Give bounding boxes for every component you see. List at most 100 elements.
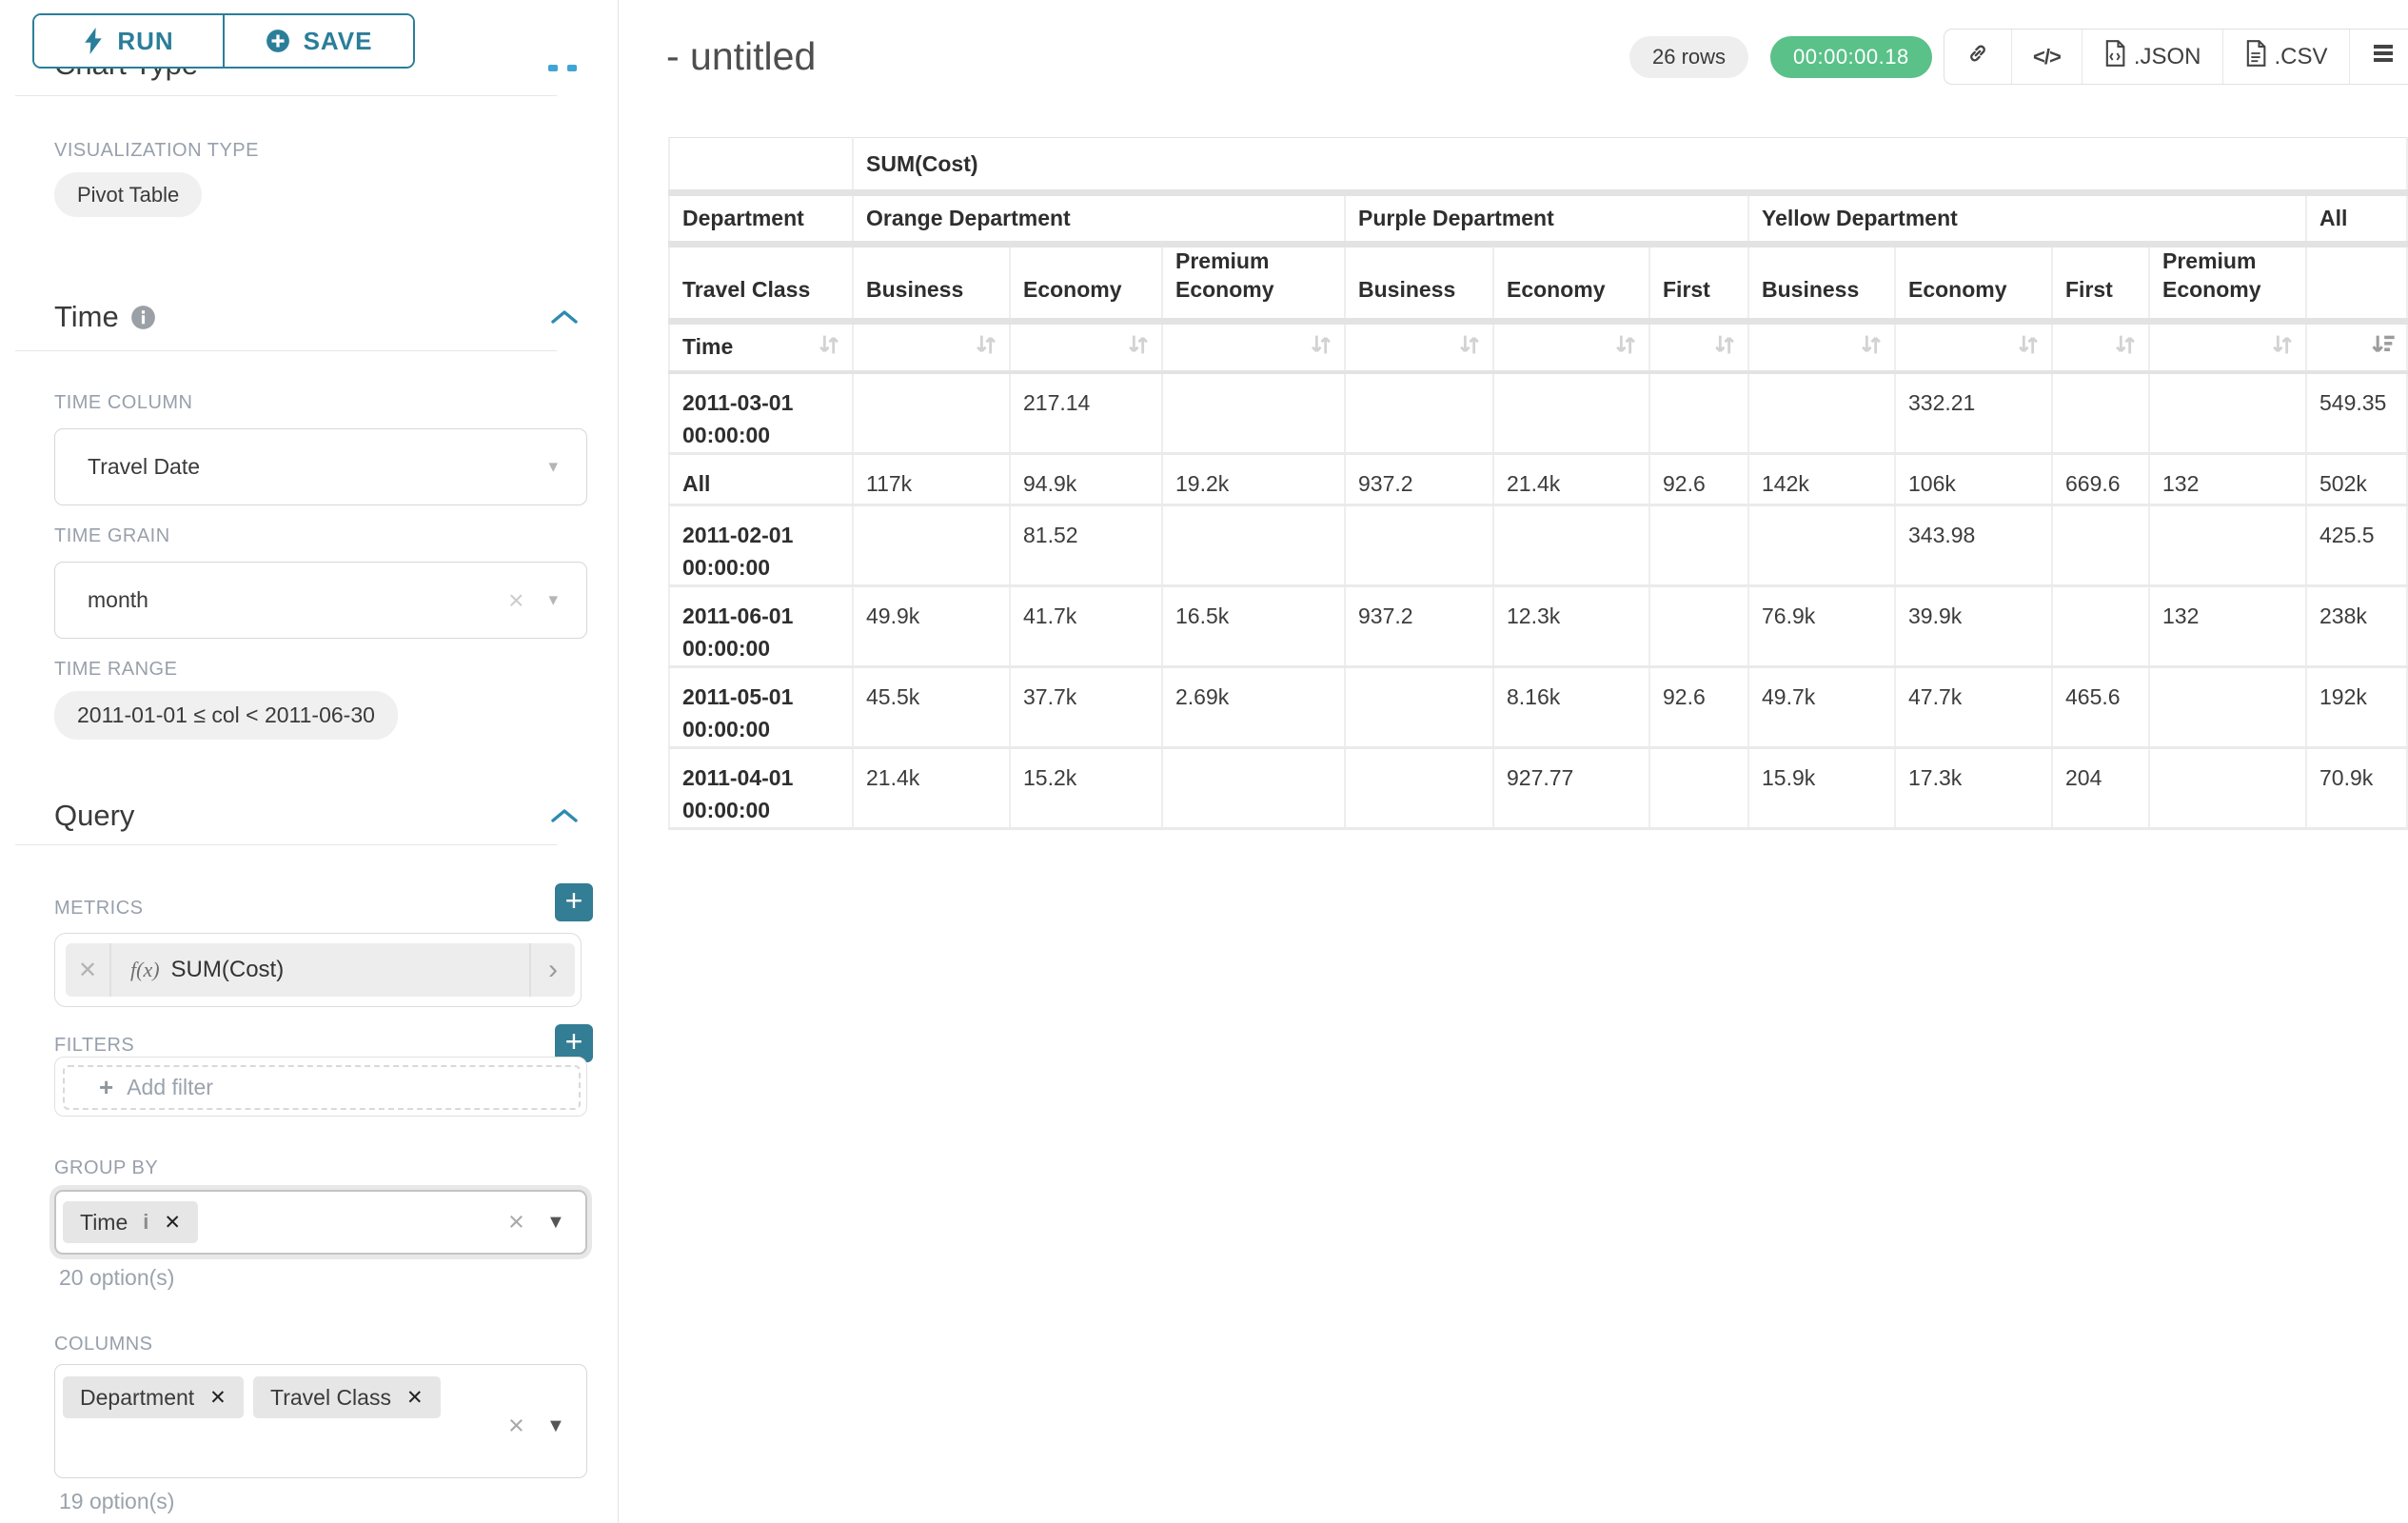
sort-icon[interactable]	[2015, 331, 2042, 364]
query-section-heading: Query	[54, 799, 134, 833]
sort-icon[interactable]	[1125, 331, 1152, 364]
run-button[interactable]: RUN	[34, 15, 225, 67]
info-icon: i	[143, 1210, 149, 1234]
time-sort-header[interactable]: Time	[668, 321, 854, 372]
add-filter-plus-button[interactable]: +	[555, 1024, 593, 1062]
cell	[2148, 747, 2307, 828]
cell: 142k	[1747, 453, 1896, 504]
section-divider	[15, 350, 557, 351]
toolbar-button-label: .JSON	[2133, 43, 2201, 69]
query-collapse-chevron-icon[interactable]	[550, 807, 579, 829]
embed-button[interactable]: </>	[2011, 30, 2082, 84]
remove-tag-icon[interactable]: ✕	[405, 1386, 424, 1409]
department-group-header: Purple Department	[1344, 192, 1749, 245]
save-button[interactable]: SAVE	[225, 15, 413, 67]
cell: 106k	[1894, 453, 2053, 504]
sort-icon[interactable]	[1308, 331, 1334, 364]
cell	[852, 504, 1011, 585]
time-column-value: Travel Date	[88, 454, 201, 479]
sort-icon[interactable]	[2269, 331, 2296, 364]
group-by-caret-down-icon[interactable]: ▼	[546, 1212, 565, 1233]
columns-clear-icon[interactable]: ×	[508, 1411, 524, 1441]
remove-tag-icon[interactable]: ✕	[164, 1211, 181, 1234]
section-divider	[15, 844, 557, 845]
chevron-up-icon[interactable]	[548, 65, 558, 71]
link-button[interactable]	[1944, 30, 2011, 84]
menu-button[interactable]	[2348, 30, 2408, 84]
cell: 17.3k	[1894, 747, 2053, 828]
menu-icon	[2371, 43, 2396, 70]
add-metric-button[interactable]: +	[555, 883, 593, 921]
remove-tag-icon[interactable]: ✕	[209, 1386, 227, 1409]
viz-type-pill[interactable]: Pivot Table	[54, 172, 203, 217]
time-column-select[interactable]: Travel Date ▾	[54, 428, 587, 505]
department-group-header: Yellow Department	[1747, 192, 2307, 245]
column-sort-header[interactable]	[1894, 321, 2053, 372]
column-sort-header[interactable]	[2304, 321, 2408, 372]
link-icon	[1965, 41, 1990, 72]
export-csv-button[interactable]: .CSV	[2221, 30, 2349, 84]
column-sort-header[interactable]	[2148, 321, 2307, 372]
column-sort-header[interactable]	[852, 321, 1011, 372]
cell: 238k	[2304, 585, 2408, 666]
time-grain-value: month	[88, 587, 148, 612]
metric-item[interactable]: ✕ f(x) SUM(Cost) ›	[66, 943, 575, 997]
cell	[1648, 585, 1749, 666]
cell: 502k	[2304, 453, 2408, 504]
columns-tag[interactable]: Department ✕	[63, 1376, 244, 1418]
sort-icon[interactable]	[2112, 331, 2139, 364]
cell: 41.7k	[1009, 585, 1163, 666]
time-grain-select[interactable]: month × ▾	[54, 562, 587, 639]
sort-desc-icon[interactable]	[2370, 331, 2397, 364]
sort-icon[interactable]	[816, 331, 842, 364]
row-label: 2011-06-01 00:00:00	[668, 585, 854, 666]
chevron-right-icon[interactable]: ›	[529, 943, 575, 997]
table-row: All 117k 94.9k 19.2k 937.2 21.4k 92.6 142k 106k 6…	[668, 453, 2408, 504]
cell: 21.4k	[852, 747, 1011, 828]
column-sort-header[interactable]	[1747, 321, 1896, 372]
chevron-up-icon[interactable]	[567, 65, 577, 71]
column-sort-header[interactable]	[1648, 321, 1749, 372]
time-collapse-chevron-icon[interactable]	[550, 308, 579, 330]
cell: 12.3k	[1492, 585, 1650, 666]
remove-metric-icon[interactable]: ✕	[66, 943, 111, 997]
column-sort-header[interactable]	[1161, 321, 1346, 372]
group-by-tag[interactable]: Time i ✕	[63, 1201, 198, 1243]
cell	[1161, 371, 1346, 453]
export-json-button[interactable]: .JSON	[2081, 30, 2222, 84]
sort-icon[interactable]	[1612, 331, 1639, 364]
sort-icon[interactable]	[973, 331, 999, 364]
sort-icon[interactable]	[1858, 331, 1885, 364]
cell: 92.6	[1648, 666, 1749, 747]
add-filter-button[interactable]: + Add filter	[63, 1065, 581, 1110]
chart-title[interactable]: - untitled	[666, 34, 817, 78]
cell: 465.6	[2051, 666, 2150, 747]
column-sort-header[interactable]	[1492, 321, 1650, 372]
export-toolbar: </> .JSON .CSV	[1944, 29, 2408, 85]
json-file-icon	[2103, 40, 2126, 73]
run-save-group: RUN SAVE	[32, 13, 415, 69]
clear-icon[interactable]: ×	[508, 584, 524, 615]
metric-header-cell: SUM(Cost)	[851, 137, 2408, 193]
cell	[1648, 371, 1749, 453]
column-sort-header[interactable]	[2051, 321, 2150, 372]
cell: 19.2k	[1161, 453, 1346, 504]
cell: 204	[2051, 747, 2150, 828]
metrics-label: METRICS	[54, 898, 144, 919]
column-sort-header[interactable]	[1009, 321, 1163, 372]
columns-tag[interactable]: Travel Class ✕	[253, 1376, 441, 1418]
tag-label: Department	[80, 1384, 195, 1410]
sort-icon[interactable]	[1711, 331, 1738, 364]
tag-label: Time	[80, 1209, 128, 1235]
cell: 16.5k	[1161, 585, 1346, 666]
cell: 669.6	[2051, 453, 2150, 504]
group-by-clear-icon[interactable]: ×	[508, 1207, 524, 1237]
columns-caret-down-icon[interactable]: ▼	[546, 1415, 565, 1436]
sort-icon[interactable]	[1456, 331, 1483, 364]
metric-name: SUM(Cost)	[170, 957, 285, 982]
query-heading-label: Query	[54, 799, 135, 832]
column-sort-header[interactable]	[1344, 321, 1494, 372]
cell: 47.7k	[1894, 666, 2053, 747]
time-range-pill[interactable]: 2011-01-01 ≤ col < 2011-06-30	[54, 691, 398, 740]
